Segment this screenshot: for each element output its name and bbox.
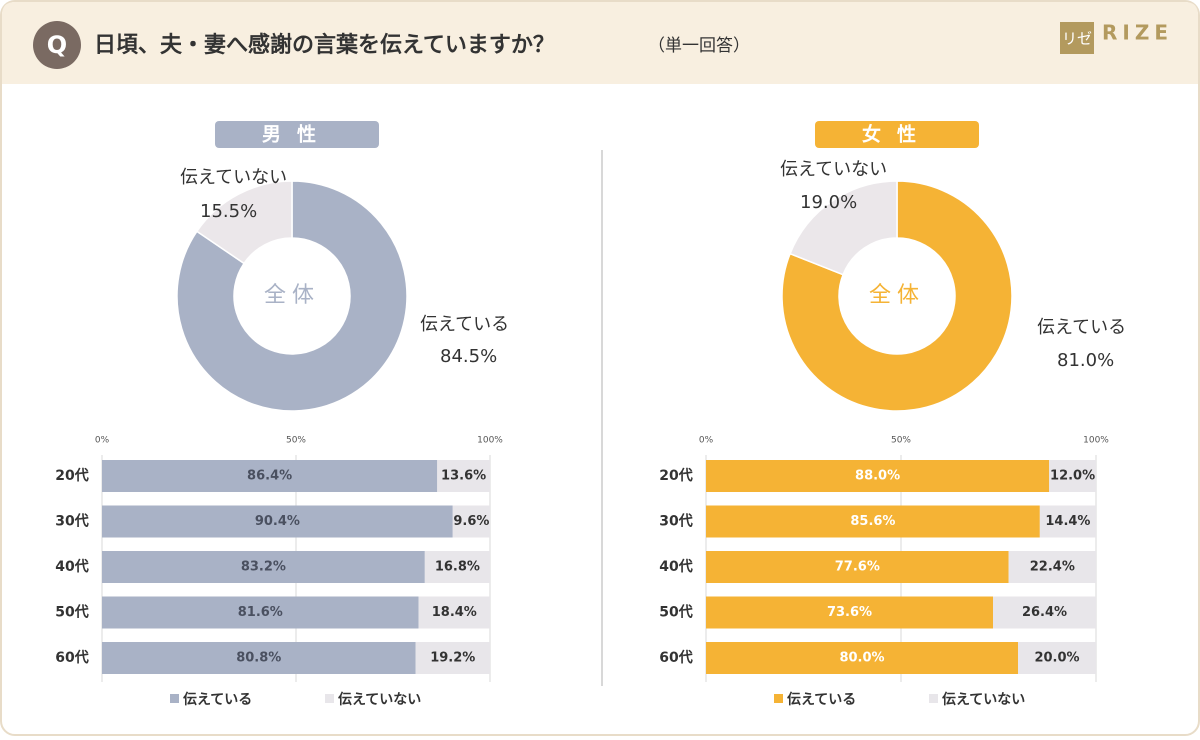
bar-value-label: 73.6% — [827, 605, 872, 620]
bar-value-label: 85.6% — [850, 514, 895, 529]
x-tick-label: 50% — [891, 436, 911, 446]
category-label: 50代 — [55, 604, 88, 621]
bar-value-label: 13.6% — [441, 469, 486, 484]
bar-segment — [102, 596, 419, 629]
bar-value-label: 80.0% — [839, 651, 884, 666]
bar-value-label: 22.4% — [1030, 560, 1075, 575]
slice-value: 81.0% — [1057, 350, 1114, 371]
bar-segment — [1018, 642, 1096, 674]
legend-swatch — [170, 694, 179, 703]
category-label: 30代 — [659, 513, 692, 530]
slice-value: 84.5% — [440, 346, 497, 367]
category-label: 40代 — [55, 558, 88, 575]
title-pill — [215, 121, 379, 148]
bar-segment — [706, 460, 1050, 492]
donut-slice — [789, 180, 898, 276]
bar-segment — [102, 460, 438, 492]
bar-value-label: 81.6% — [238, 605, 283, 620]
bar-segment — [706, 642, 1018, 674]
badge — [33, 21, 81, 69]
category-label: 30代 — [55, 513, 88, 530]
bar-value-label: 16.8% — [435, 560, 480, 575]
bar-segment — [415, 642, 490, 674]
bar-segment — [437, 460, 490, 492]
legend-label: 伝えていない — [338, 691, 421, 708]
slice-label: 伝えていない — [780, 159, 887, 180]
legend-label: 伝えている — [787, 691, 856, 708]
center-label: 全体 — [869, 283, 925, 308]
category-label: 60代 — [55, 649, 88, 666]
x-tick-label: 0% — [95, 436, 110, 446]
center-label: 全体 — [264, 283, 320, 308]
bar-value-label: 90.4% — [255, 514, 300, 529]
bar-segment — [706, 551, 1009, 583]
bar-segment — [1039, 505, 1096, 538]
bar-value-label: 83.2% — [241, 560, 286, 575]
x-tick-label: 0% — [699, 436, 714, 446]
slice-label: 伝えている — [1037, 317, 1126, 338]
bar-segment — [418, 596, 490, 629]
bar-segment — [424, 551, 490, 583]
legend-swatch — [929, 694, 938, 703]
chart-title: 男性 — [262, 123, 332, 146]
bar-value-label: 86.4% — [247, 469, 292, 484]
bar-value-label: 77.6% — [835, 560, 880, 575]
bar-segment — [102, 505, 453, 538]
x-tick-label: 100% — [1083, 436, 1109, 446]
bar-value-label: 88.0% — [855, 469, 900, 484]
bar-segment — [1049, 460, 1096, 492]
legend-swatch — [774, 694, 783, 703]
header-note: （単一回答） — [648, 36, 750, 56]
bar-value-label: 80.8% — [236, 651, 281, 666]
bar-value-label: 20.0% — [1034, 651, 1079, 666]
category-label: 50代 — [659, 604, 692, 621]
donut-slice — [176, 180, 408, 412]
logo-mark: リゼ — [1062, 30, 1092, 48]
bar-value-label: 14.4% — [1045, 514, 1090, 529]
x-tick-label: 100% — [477, 436, 503, 446]
logo-text: RIZE — [1102, 21, 1173, 45]
logo-mark-bg — [1060, 22, 1094, 54]
bar-segment — [102, 642, 416, 674]
bar-segment — [452, 505, 490, 538]
bar-value-label: 12.0% — [1050, 469, 1095, 484]
bar-segment — [102, 551, 425, 583]
chart-title: 女性 — [862, 123, 932, 146]
bar-value-label: 26.4% — [1022, 605, 1067, 620]
donut-slice — [195, 180, 293, 265]
x-tick-label: 50% — [286, 436, 306, 446]
bar-value-label: 9.6% — [453, 514, 489, 529]
slice-label: 伝えている — [420, 314, 509, 335]
badge-text: Q — [47, 31, 67, 59]
bar-segment — [993, 596, 1096, 629]
legend-label: 伝えている — [183, 691, 252, 708]
legend-swatch — [325, 694, 334, 703]
legend-label: 伝えていない — [942, 691, 1025, 708]
header-bg — [2, 2, 1198, 84]
category-label: 20代 — [659, 467, 692, 484]
bar-segment — [706, 596, 994, 629]
slice-value: 15.5% — [200, 201, 257, 222]
category-label: 20代 — [55, 467, 88, 484]
category-label: 40代 — [659, 558, 692, 575]
title-pill — [815, 121, 979, 148]
bar-segment — [706, 505, 1040, 538]
bar-value-label: 19.2% — [430, 651, 475, 666]
bar-segment — [1008, 551, 1096, 583]
header-title: 日頃、夫・妻へ感謝の言葉を伝えていますか？ — [94, 32, 555, 58]
slice-value: 19.0% — [800, 192, 857, 213]
donut-slice — [781, 180, 1013, 412]
bar-value-label: 18.4% — [432, 605, 477, 620]
category-label: 60代 — [659, 649, 692, 666]
slice-label: 伝えていない — [180, 167, 287, 188]
